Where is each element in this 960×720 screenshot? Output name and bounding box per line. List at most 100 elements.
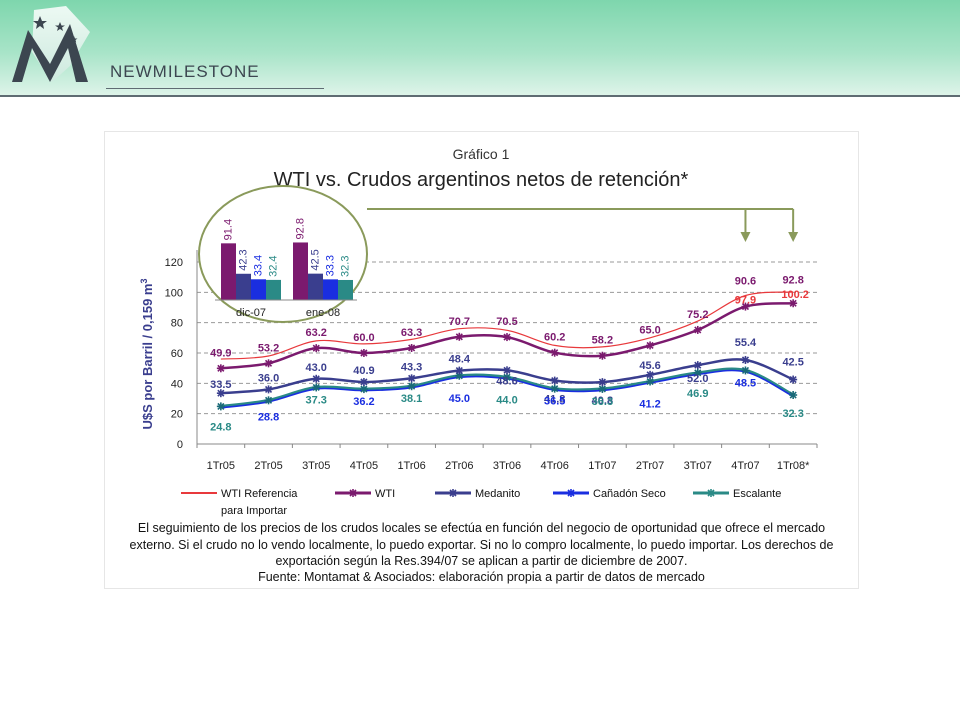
- data-label-medanito: 41.8: [544, 394, 565, 406]
- brand-underline: [106, 88, 324, 89]
- x-tick-label: 4Tr07: [731, 460, 759, 472]
- inset-bar: [251, 279, 266, 300]
- annotation-arrowhead: [788, 232, 799, 242]
- data-label-escalante: 37.3: [306, 394, 327, 406]
- series-marker-escalante: [550, 384, 559, 393]
- data-label-canadon-seco: 48.5: [735, 377, 756, 389]
- series-marker-wti: [503, 333, 511, 342]
- series-marker-escalante: [359, 385, 368, 394]
- inset-bar: [338, 279, 353, 300]
- data-label-wti: 60.2: [544, 332, 565, 344]
- footnote-line: El seguimiento de los precios de los cru…: [137, 521, 826, 535]
- data-label-medanito: 48.4: [449, 354, 471, 366]
- legend-item-escalante-marker: [707, 489, 715, 497]
- annotation-arrowhead: [740, 232, 751, 242]
- data-label-medanito: 43.3: [401, 361, 422, 373]
- chart-title: WTI vs. Crudos argentinos netos de reten…: [274, 169, 689, 191]
- legend-item-wti-referencia-label: WTI Referencia: [221, 488, 298, 500]
- x-tick-label: 4Tr06: [541, 460, 569, 472]
- inset-bar-label: 91.4: [223, 219, 235, 240]
- footnote-line: externo. Si el crudo no lo vendo localme…: [129, 538, 834, 552]
- series-marker-escalante: [693, 368, 702, 377]
- inset-bar-label: 42.3: [238, 249, 250, 270]
- legend-item-canadon-seco-marker: [567, 489, 575, 497]
- figure-label: Gráfico 1: [453, 146, 510, 162]
- inset-bar: [308, 273, 323, 300]
- data-label-medanito: 45.6: [639, 360, 660, 372]
- legend-item-canadon-seco-label: Cañadón Seco: [593, 488, 666, 500]
- chart-svg: Gráfico 1 WTI vs. Crudos argentinos netos…: [139, 146, 818, 517]
- y-tick-label: 120: [165, 257, 183, 269]
- data-label-wti: 90.6: [735, 276, 756, 288]
- series-marker-wti: [264, 359, 273, 368]
- y-tick-label: 80: [171, 318, 183, 330]
- series-line-wti-referencia: [220, 291, 794, 360]
- y-tick-label: 20: [171, 409, 183, 421]
- series-marker-wti: [455, 332, 464, 341]
- inset-bar-label: 33.4: [253, 255, 265, 276]
- chart-panel: Gráfico 1 WTI vs. Crudos argentinos netos…: [104, 131, 859, 589]
- x-tick-label: 2Tr07: [636, 460, 664, 472]
- x-tick-label: 2Tr06: [445, 460, 473, 472]
- data-label-medanito: 52.0: [687, 373, 708, 385]
- series-marker-medanito: [789, 375, 798, 384]
- data-label-wti: 70.5: [496, 316, 517, 328]
- inset-bar-label: 33.3: [325, 255, 337, 276]
- series-marker-wti: [359, 349, 368, 357]
- data-label-medanito: 43.0: [306, 362, 327, 374]
- series-marker-medanito: [598, 378, 607, 387]
- newmilestone-logo: [12, 6, 90, 82]
- series-marker-medanito: [455, 366, 464, 375]
- series-marker-wti: [646, 341, 655, 350]
- x-tick-label: 1Tr06: [397, 460, 425, 472]
- y-tick-label: 100: [165, 287, 183, 299]
- legend-item-wti-label: WTI: [375, 488, 395, 500]
- legend-item-wti-marker: [349, 489, 357, 497]
- data-label-escalante: 24.8: [210, 421, 231, 433]
- legend-item-wti-referencia-label-line2: para Importar: [221, 505, 287, 517]
- series-marker-escalante: [455, 371, 464, 380]
- series-marker-wti: [789, 299, 798, 308]
- legend-item-medanito-label: Medanito: [475, 488, 520, 500]
- series-marker-escalante: [264, 396, 273, 405]
- y-tick-label: 0: [177, 439, 183, 451]
- x-tick-label: 1Tr07: [588, 460, 616, 472]
- data-label-escalante: 32.3: [782, 408, 803, 420]
- series-marker-wti: [550, 348, 559, 357]
- series-marker-wti: [741, 302, 750, 311]
- series-marker-medanito: [216, 389, 225, 398]
- data-label-wti-referencia: 97.9: [735, 295, 756, 307]
- x-tick-label: 3Tr07: [684, 460, 712, 472]
- series-marker-medanito: [359, 377, 368, 386]
- series-marker-wti: [598, 351, 607, 360]
- x-tick-label: 1Tr05: [207, 460, 235, 472]
- inset-bar-label: 32.3: [340, 256, 352, 277]
- data-label-wti: 53.2: [258, 342, 279, 354]
- inset-category-label: ene-08: [306, 307, 340, 319]
- data-label-medanito: 40.9: [353, 365, 374, 377]
- series-marker-escalante: [789, 391, 798, 400]
- y-tick-label: 60: [171, 348, 183, 360]
- data-label-wti: 70.7: [449, 316, 470, 328]
- data-label-canadon-seco: 36.2: [353, 396, 374, 408]
- series-marker-medanito: [646, 370, 655, 379]
- data-label-medanito: 33.5: [210, 379, 231, 391]
- series-marker-wti: [693, 325, 702, 334]
- series-marker-escalante: [503, 373, 511, 382]
- data-label-wti: 75.2: [687, 309, 708, 321]
- inset-bar: [323, 279, 338, 300]
- data-label-medanito: 36.0: [258, 372, 279, 384]
- y-axis-label-superscript: 3: [139, 279, 149, 284]
- data-label-canadon-seco: 36.3: [592, 396, 613, 408]
- inset-bar: [221, 243, 236, 300]
- x-tick-label: 2Tr05: [254, 460, 282, 472]
- series-marker-medanito: [503, 366, 511, 375]
- data-label-wti: 60.0: [353, 332, 374, 344]
- series-marker-medanito: [550, 376, 559, 385]
- series-marker-medanito: [264, 385, 273, 394]
- data-label-wti: 63.2: [306, 327, 327, 339]
- legend-item-escalante-label: Escalante: [733, 488, 781, 500]
- data-label-medanito: 40.8: [592, 395, 613, 407]
- series-marker-medanito: [693, 361, 702, 370]
- data-label-medanito: 55.4: [735, 337, 757, 349]
